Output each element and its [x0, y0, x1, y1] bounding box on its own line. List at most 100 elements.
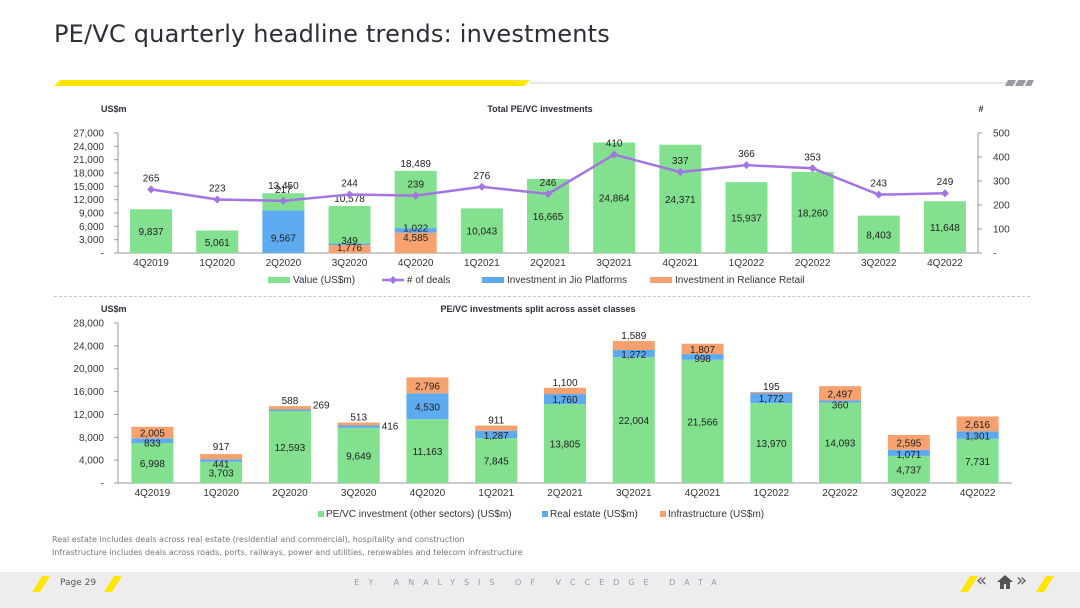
x-tick-label: 3Q2022	[891, 488, 927, 499]
deals-label: 246	[540, 178, 557, 189]
other-sectors-label: 4,737	[896, 465, 921, 476]
legend-label: PE/VC investment (other sectors) (US$m)	[326, 509, 512, 520]
bar-other-sectors	[406, 419, 449, 483]
deals-label: 243	[870, 179, 887, 190]
bar-real-estate	[956, 431, 999, 439]
chart-title: Total PE/VC investments	[487, 104, 592, 114]
bar-value-label: 15,937	[731, 214, 762, 225]
y-tick-label: 18,000	[73, 169, 104, 180]
double-right-arrow-icon[interactable]: »	[1016, 570, 1028, 591]
x-tick-label: 1Q2022	[754, 488, 790, 499]
bar-real-estate	[131, 438, 174, 444]
x-tick-label: 2Q2020	[266, 258, 302, 269]
bar-other-sectors	[544, 404, 586, 483]
right-tick-label: 500	[993, 129, 1010, 140]
other-sectors-label: 13,805	[550, 440, 581, 451]
bar-jio-platforms	[394, 228, 437, 233]
bar-value	[725, 182, 768, 253]
x-tick-label: 4Q2022	[927, 258, 963, 269]
reliance-value-label: 4,585	[403, 233, 428, 244]
infrastructure-label: 2,005	[140, 429, 165, 440]
y-tick-label: 12,000	[73, 410, 104, 421]
legend-label: Value (US$m)	[293, 275, 355, 286]
deals-point	[279, 196, 288, 205]
bar-other-sectors	[819, 402, 862, 483]
deals-label: 366	[738, 149, 755, 160]
legend-swatch	[318, 511, 324, 517]
y-axis-unit-label: US$m	[101, 304, 127, 314]
deals-label: 353	[804, 152, 821, 163]
x-tick-label: 1Q2021	[478, 488, 514, 499]
infrastructure-label: 911	[488, 416, 504, 427]
infrastructure-label: 1,589	[621, 331, 646, 342]
y-tick-label: 27,000	[73, 129, 104, 140]
legend-label: Investment in Reliance Retail	[675, 275, 805, 286]
bar-other-sectors	[887, 455, 930, 483]
footnote-real-estate: Real estate includes deals across real e…	[52, 535, 465, 544]
x-tick-label: 3Q2020	[341, 488, 377, 499]
bar-real-estate	[887, 449, 930, 456]
footer-divider-slash-icon	[104, 576, 122, 592]
bar-value	[460, 208, 503, 253]
deals-point	[808, 164, 817, 173]
bar-infrastructure	[268, 406, 311, 410]
other-sectors-label: 7,731	[965, 457, 990, 468]
x-tick-label: 4Q2020	[410, 488, 446, 499]
bar-real-estate	[200, 459, 243, 462]
home-icon[interactable]	[996, 574, 1014, 590]
right-tick-label: -	[993, 249, 996, 260]
legend-marker	[389, 276, 397, 284]
deals-point	[874, 190, 883, 199]
real-estate-label: 416	[382, 421, 399, 432]
footer-source-text: EY ANALYSIS OF VCCEDGE DATA	[354, 578, 726, 587]
bar-real-estate	[681, 354, 724, 360]
real-estate-label: 1,772	[759, 394, 784, 405]
deals-point	[610, 150, 619, 159]
real-estate-label: 1,760	[552, 395, 577, 406]
bar-infrastructure	[956, 416, 999, 432]
bar-real-estate	[544, 394, 586, 405]
legend-label: Real estate (US$m)	[550, 509, 638, 520]
y-tick-label: 24,000	[73, 142, 104, 153]
x-tick-label: 1Q2021	[464, 258, 500, 269]
real-estate-label: 1,301	[965, 431, 990, 442]
bar-real-estate	[612, 349, 655, 358]
deals-point	[345, 190, 354, 199]
jio-value-label: 1,022	[403, 224, 428, 235]
y-tick-label: 4,000	[79, 456, 104, 467]
y-tick-label: -	[101, 479, 104, 490]
bar-other-sectors	[475, 438, 518, 483]
double-left-arrow-icon[interactable]: «	[976, 570, 988, 591]
bar-value-label: 9,837	[139, 227, 164, 238]
real-estate-label: 1,287	[484, 431, 509, 442]
bar-value-label: 24,864	[599, 194, 630, 205]
deals-label: 239	[407, 180, 424, 191]
chart-separator	[54, 296, 1030, 297]
bar-value-label: 18,260	[797, 208, 828, 219]
legend-label: Investment in Jio Platforms	[507, 275, 627, 286]
legend-swatch	[482, 277, 504, 283]
x-tick-label: 1Q2022	[729, 258, 765, 269]
x-tick-label: 3Q2021	[616, 488, 652, 499]
deals-label: 249	[937, 177, 954, 188]
footer-nav-slash-icon	[960, 576, 978, 592]
deals-label: 265	[143, 173, 160, 184]
infrastructure-label: 195	[763, 382, 780, 393]
bar-infrastructure	[681, 343, 724, 355]
deals-point	[742, 161, 751, 170]
bar-value	[857, 215, 900, 253]
x-tick-label: 4Q2021	[685, 488, 721, 499]
y-tick-label: 15,000	[73, 182, 104, 193]
bar-real-estate	[475, 430, 518, 439]
page-title: PE/VC quarterly headline trends: investm…	[54, 20, 610, 48]
bar-value-label: 11,648	[930, 223, 960, 234]
bar-other-sectors	[200, 461, 243, 483]
bar-other-sectors	[337, 427, 380, 483]
infrastructure-label: 513	[350, 413, 367, 424]
real-estate-label: 1,272	[621, 350, 646, 361]
bar-total-label: 18,489	[400, 159, 431, 170]
bar-other-sectors	[956, 438, 999, 483]
bar-real-estate	[337, 425, 380, 428]
y-tick-label: 21,000	[73, 155, 104, 166]
bar-value	[791, 171, 834, 253]
